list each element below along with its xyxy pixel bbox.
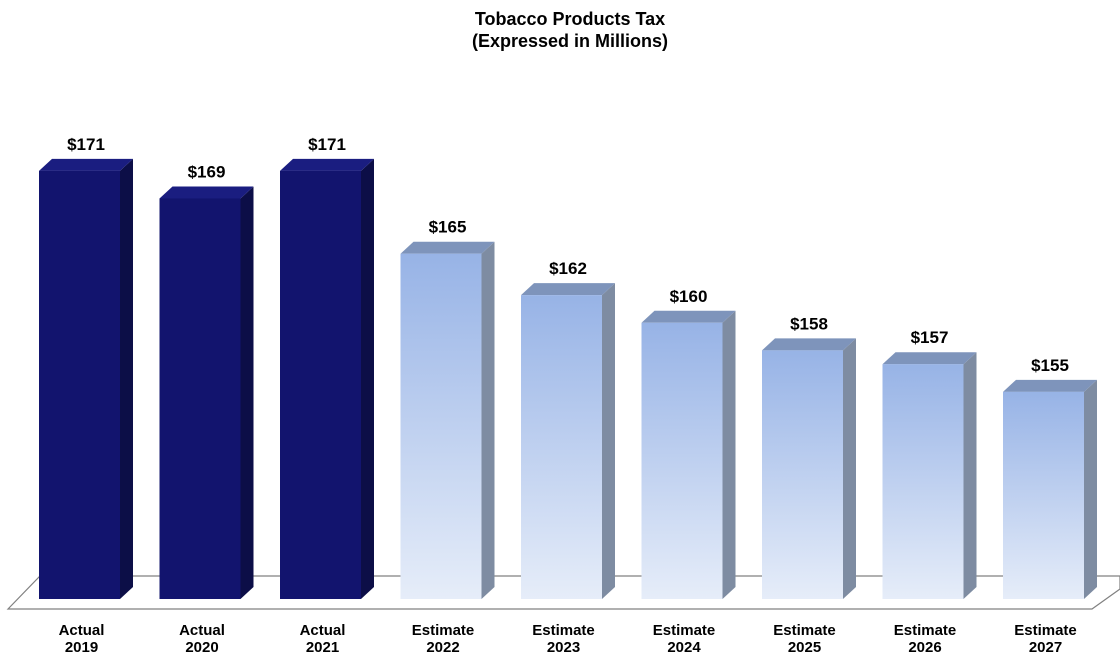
x-tick-label-type: Estimate [412,622,475,639]
data-label: $171 [308,135,346,154]
data-labels: $171 $169 $171 $165 $162 $160 $158 $157 $155 [67,135,1069,375]
x-tick-label-year: 2026 [908,639,941,656]
chart-title: Tobacco Products Tax [474,9,666,29]
x-tick-label-year: 2027 [1029,639,1062,656]
bar-front-face [1003,391,1084,599]
chart-subtitle: (Expressed in Millions) [471,31,669,51]
x-tick-label-type: Estimate [1014,622,1077,639]
bar-side-face [843,338,856,599]
data-label: $165 [429,218,467,237]
x-tick-label-year: 2023 [547,639,580,656]
x-tick-label-type: Estimate [773,622,836,639]
bar-top-face [641,310,736,323]
x-tick-label-type: Actual [179,622,225,639]
data-label: $158 [790,314,828,333]
bar-side-face [602,283,615,599]
x-tick-label-year: 2020 [185,639,218,656]
bar-top-face [882,352,977,365]
bar-2026 [882,352,977,599]
bar-top-face [39,158,133,171]
bar-side-face [1084,379,1097,599]
bar-front-face [521,295,602,599]
chart-title-block: Tobacco Products Tax (Expressed in Milli… [0,8,1120,52]
bar-side-face [963,352,977,599]
bar-top-face [400,241,495,254]
bar-2022 [400,241,495,599]
x-tick-label-type: Estimate [532,622,595,639]
x-tick-label-year: 2021 [306,639,339,656]
bar-front-face [641,322,723,599]
bar-2025 [762,338,856,599]
bar-top-face [280,158,374,171]
bar-series [39,158,1097,599]
x-tick-label-type: Actual [59,622,105,639]
bar-2019 [39,158,133,599]
bar-front-face [400,253,482,599]
bar-side-face [722,310,736,599]
bar-side-face [481,241,495,599]
bar-2027 [1003,379,1097,599]
x-tick-label-type: Actual [300,622,346,639]
bar-side-face [240,186,254,599]
bar-top-face [1003,379,1097,392]
x-tick-label-year: 2024 [667,639,701,656]
bar-2024 [641,310,736,599]
bar-side-face [361,158,374,599]
data-label: $162 [549,259,587,278]
x-tick-label-year: 2019 [65,639,98,656]
x-tick-label-type: Estimate [653,622,716,639]
data-label: $171 [67,135,105,154]
x-tick-label-year: 2022 [426,639,459,656]
x-axis-labels: Actual2019Actual2020Actual2021Estimate20… [59,622,1077,656]
bar-front-face [280,170,361,599]
bar-2023 [521,283,615,599]
bar-front-face [762,350,843,599]
bar-side-face [120,158,133,599]
bar-front-face [882,364,964,599]
data-label: $169 [188,162,226,181]
bar-2021 [280,158,374,599]
bar-top-face [762,338,856,351]
x-tick-label-type: Estimate [894,622,957,639]
data-label: $157 [911,328,949,347]
bar-front-face [159,198,241,599]
bar-front-face [39,170,120,599]
bar-2020 [159,186,254,599]
data-label: $160 [670,287,708,306]
x-tick-label-year: 2025 [788,639,821,656]
bar-top-face [521,283,615,296]
bar-top-face [159,186,254,199]
data-label: $155 [1031,356,1069,375]
